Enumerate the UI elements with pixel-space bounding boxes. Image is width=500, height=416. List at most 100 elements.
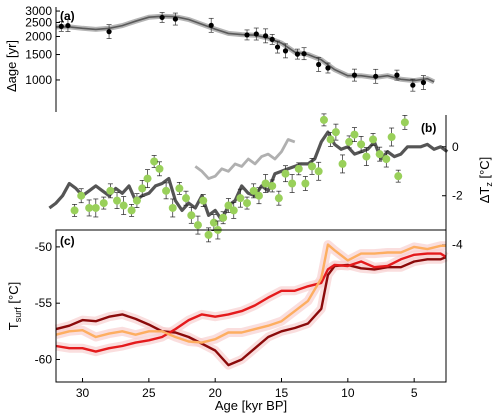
panel-b-label: (b) [421,121,436,135]
panel-b-point [375,150,384,159]
panel-b-point [319,115,328,124]
panel-b-series [48,113,449,243]
panel-c-ylabel-prefix: T [6,322,21,330]
panel-b-point [281,169,290,178]
panel-b-ytick-label: 0 [452,140,459,154]
panel-a-point [282,48,289,54]
panel-a-point [274,44,281,50]
panel-c-frame [55,229,447,383]
panel-c: -60 -55 -50 30 25 20 15 10 5 (c) Tsurf [°C] Age… [6,229,449,413]
panel-b-ylabel-unit: [°C] [477,157,492,182]
panel-b-point [106,186,115,195]
panel-c-y-ticks: -60 -55 -50 [35,240,60,366]
panel-b-point [288,179,297,188]
panel-b-point [314,167,323,176]
panel-b-point [77,191,86,200]
panel-a-point [159,14,165,21]
panel-a-point [373,73,379,79]
panel-b-point [326,135,335,144]
panel-a-point [208,22,214,28]
panel-c-ylabel: Tsurf [°C] [6,282,23,330]
panel-a-point [294,51,301,57]
panel-c-red-line [55,252,447,353]
panel-c-x-ticks: 30 25 20 15 10 5 [76,378,418,400]
panel-a-point [316,61,322,68]
panel-b-point [150,157,159,166]
panel-a-series [56,12,436,92]
panel-c-orange-line [55,243,446,344]
panel-c-xtick-label: 30 [76,386,90,400]
panel-c-xtick-label: 20 [209,386,223,400]
panel-b-point [209,218,218,227]
panel-b-point [168,203,177,212]
panel-a-point [58,23,64,29]
panel-b-point [113,196,122,205]
panel-b-point [91,203,100,212]
panel-a-point [325,65,331,71]
panel-a-point [65,22,71,29]
panel-b-point [132,196,141,205]
panel-b-point [382,155,391,164]
panel-b-point [394,172,403,181]
panel-b-point [236,194,245,203]
panel-c-series [54,240,449,370]
panel-a-point [262,33,269,39]
panel-a-point [172,16,178,22]
panel-b-point [204,230,213,239]
panel-c-label: (c) [60,234,75,248]
panel-a-point [410,82,416,88]
panel-c-ytick-label: -50 [35,240,53,254]
panel-b-point [345,137,354,146]
panel-b-point [308,162,317,171]
panel-a-point [269,36,275,42]
panel-b-ylabel-prefix: ΔT [477,187,492,204]
panel-b-point [369,135,378,144]
panel-b-point [229,206,238,215]
panel-b-point [274,194,283,203]
panel-a-ytick-label: 2000 [25,29,52,43]
panel-b-point [331,128,340,137]
panel-a-ytick-label: 1500 [25,48,52,62]
panel-b-ylabel: ΔTz [°C] [477,157,494,204]
panel-c-xtick-label: 10 [341,386,355,400]
panel-b-point [70,206,79,215]
panel-b-point [268,181,277,190]
panel-b-point [85,203,94,212]
panel-b-point [119,201,128,210]
panel-a-point [106,29,112,35]
panel-b-point [187,211,196,220]
panel-a-point [244,32,250,38]
panel-a-ylabel: Δage [yr] [4,40,19,92]
panel-a-envelope [56,13,436,85]
panel-b-point [199,196,208,205]
panel-b-point [138,184,147,193]
panel-b-point [182,194,190,203]
panel-b: -4 -2 0 (b) ΔTz [°C] [48,113,494,252]
panel-c-ylabel-unit: [°C] [6,282,21,307]
panel-c-xlabel: Age [kyr BP] [215,398,287,413]
panel-b-point [362,152,371,161]
panel-b-point [219,213,228,222]
panel-b-point [127,206,136,215]
panel-b-point [99,199,108,208]
panel-c-ytick-label: -55 [35,296,53,310]
panel-b-ytick-label: -2 [452,189,463,203]
panel-b-point [224,201,233,210]
panel-b-point [243,199,252,208]
panel-b-point [162,186,171,195]
panel-c-xtick-label: 5 [411,386,418,400]
panel-a-label: (a) [60,9,75,23]
panel-a-point [253,31,259,37]
panel-b-y-ticks: -4 -2 0 [442,140,463,252]
panel-c-uncertainty-band [54,240,446,348]
panel-c-xtick-label: 15 [275,386,289,400]
panel-b-point [400,118,409,127]
panel-b-point [193,221,202,230]
panel-b-ytick-label: -4 [452,238,463,252]
panel-b-point [338,159,347,168]
panel-c-dark-red-line [55,255,447,367]
panel-a-ytick-label: 1000 [25,73,52,87]
panel-c-xtick-label: 25 [142,386,156,400]
